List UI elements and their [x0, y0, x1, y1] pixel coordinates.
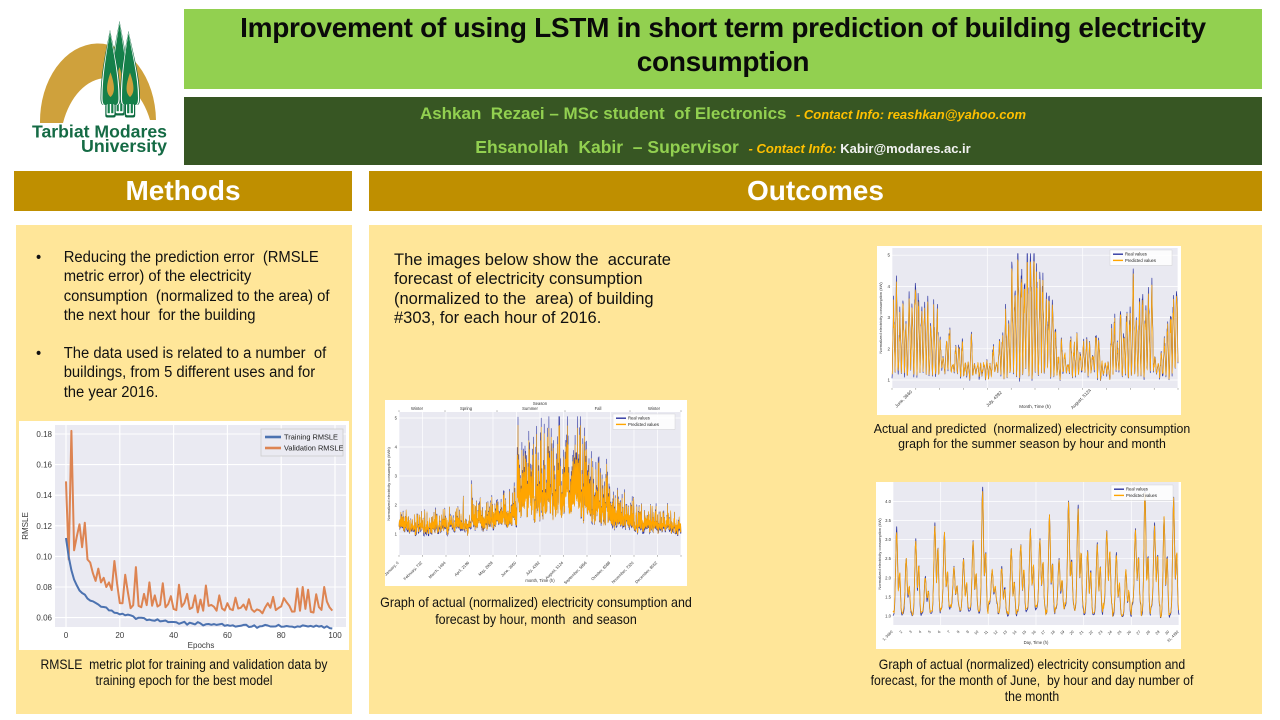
svg-text:0.18: 0.18	[36, 430, 52, 439]
svg-text:28: 28	[1145, 630, 1151, 636]
svg-text:1: 1	[395, 532, 398, 537]
svg-text:3: 3	[908, 630, 912, 634]
svg-text:Real values: Real values	[628, 416, 650, 421]
svg-text:0.16: 0.16	[36, 461, 52, 470]
svg-text:1: 1	[887, 378, 890, 383]
svg-text:60: 60	[223, 631, 232, 640]
svg-text:Predicted values: Predicted values	[1125, 258, 1156, 263]
svg-text:Season: Season	[533, 401, 548, 406]
svg-text:Epochs: Epochs	[188, 641, 215, 650]
svg-text:Winter: Winter	[648, 406, 661, 411]
svg-text:Day, Time (h): Day, Time (h)	[1024, 640, 1049, 645]
svg-text:25: 25	[1117, 630, 1123, 636]
svg-text:5: 5	[395, 416, 398, 421]
svg-text:30: 30	[1164, 630, 1170, 636]
svg-text:2: 2	[395, 503, 398, 508]
svg-text:Real values: Real values	[1125, 252, 1147, 257]
svg-text:Validation RMSLE: Validation RMSLE	[284, 444, 343, 453]
svg-text:Tarbiat Modares: Tarbiat Modares	[32, 122, 167, 142]
svg-text:Summer: Summer	[522, 406, 538, 411]
svg-text:20: 20	[115, 631, 124, 640]
svg-text:Spring: Spring	[460, 406, 473, 411]
svg-text:Predicted values: Predicted values	[1126, 493, 1157, 498]
svg-text:4: 4	[887, 284, 890, 289]
svg-text:month, Time (h): month, Time (h)	[525, 578, 555, 583]
svg-text:Predicted values: Predicted values	[628, 422, 659, 427]
svg-text:Normalized electricity consump: Normalized electricity consumption (kW)	[878, 282, 883, 354]
svg-text:Normalized electricity consump: Normalized electricity consumption (kWh)	[386, 447, 391, 521]
svg-text:19: 19	[1059, 630, 1065, 636]
svg-text:1, 3660: 1, 3660	[882, 630, 894, 642]
svg-text:17: 17	[1040, 630, 1046, 636]
svg-text:14: 14	[1012, 630, 1018, 636]
svg-text:2: 2	[899, 630, 903, 634]
svg-text:20: 20	[1069, 630, 1075, 636]
svg-text:4.0: 4.0	[885, 499, 891, 504]
svg-text:0.12: 0.12	[36, 522, 52, 531]
svg-text:10: 10	[974, 630, 980, 636]
svg-text:26: 26	[1126, 630, 1132, 636]
svg-text:Fall: Fall	[595, 406, 602, 411]
svg-text:15: 15	[1021, 630, 1027, 636]
svg-text:0.10: 0.10	[36, 552, 52, 561]
svg-text:22: 22	[1088, 630, 1094, 636]
svg-text:0.14: 0.14	[36, 491, 52, 500]
svg-text:0: 0	[64, 631, 69, 640]
svg-text:7: 7	[947, 630, 951, 634]
svg-text:23: 23	[1098, 630, 1104, 636]
svg-text:3: 3	[887, 315, 890, 320]
svg-text:Real values: Real values	[1126, 487, 1148, 492]
svg-text:2: 2	[887, 346, 890, 351]
svg-text:16: 16	[1031, 630, 1037, 636]
svg-text:2.5: 2.5	[885, 556, 891, 561]
svg-text:8: 8	[956, 630, 960, 634]
svg-text:6: 6	[937, 630, 941, 634]
svg-text:29: 29	[1155, 630, 1161, 636]
svg-text:Training RMSLE: Training RMSLE	[284, 433, 338, 442]
svg-text:0.06: 0.06	[36, 614, 52, 623]
svg-text:9: 9	[966, 630, 970, 634]
svg-text:2.0: 2.0	[885, 575, 891, 580]
svg-text:80: 80	[277, 631, 286, 640]
svg-text:Normalized electricity consump: Normalized electricity consumption (kW)	[877, 518, 882, 590]
svg-text:1.0: 1.0	[885, 614, 891, 619]
svg-text:3.5: 3.5	[885, 518, 891, 523]
svg-text:1.5: 1.5	[885, 594, 891, 599]
svg-text:27: 27	[1136, 630, 1142, 636]
svg-text:3: 3	[395, 474, 398, 479]
svg-text:Month, Time (h): Month, Time (h)	[1019, 404, 1051, 409]
svg-text:21: 21	[1079, 630, 1085, 636]
svg-text:5: 5	[927, 630, 931, 634]
svg-text:RMSLE: RMSLE	[21, 512, 30, 540]
svg-text:3.0: 3.0	[885, 537, 891, 542]
svg-text:11: 11	[983, 630, 989, 636]
svg-text:0.08: 0.08	[36, 583, 52, 592]
svg-text:18: 18	[1050, 630, 1056, 636]
svg-text:40: 40	[169, 631, 178, 640]
svg-text:13: 13	[1002, 630, 1008, 636]
svg-text:24: 24	[1107, 630, 1113, 636]
svg-text:5: 5	[887, 253, 890, 258]
svg-text:100: 100	[328, 631, 342, 640]
svg-text:Winter: Winter	[411, 406, 424, 411]
svg-text:12: 12	[993, 630, 999, 636]
svg-text:4: 4	[395, 445, 398, 450]
svg-text:4: 4	[918, 630, 922, 634]
svg-text:University: University	[81, 136, 167, 156]
